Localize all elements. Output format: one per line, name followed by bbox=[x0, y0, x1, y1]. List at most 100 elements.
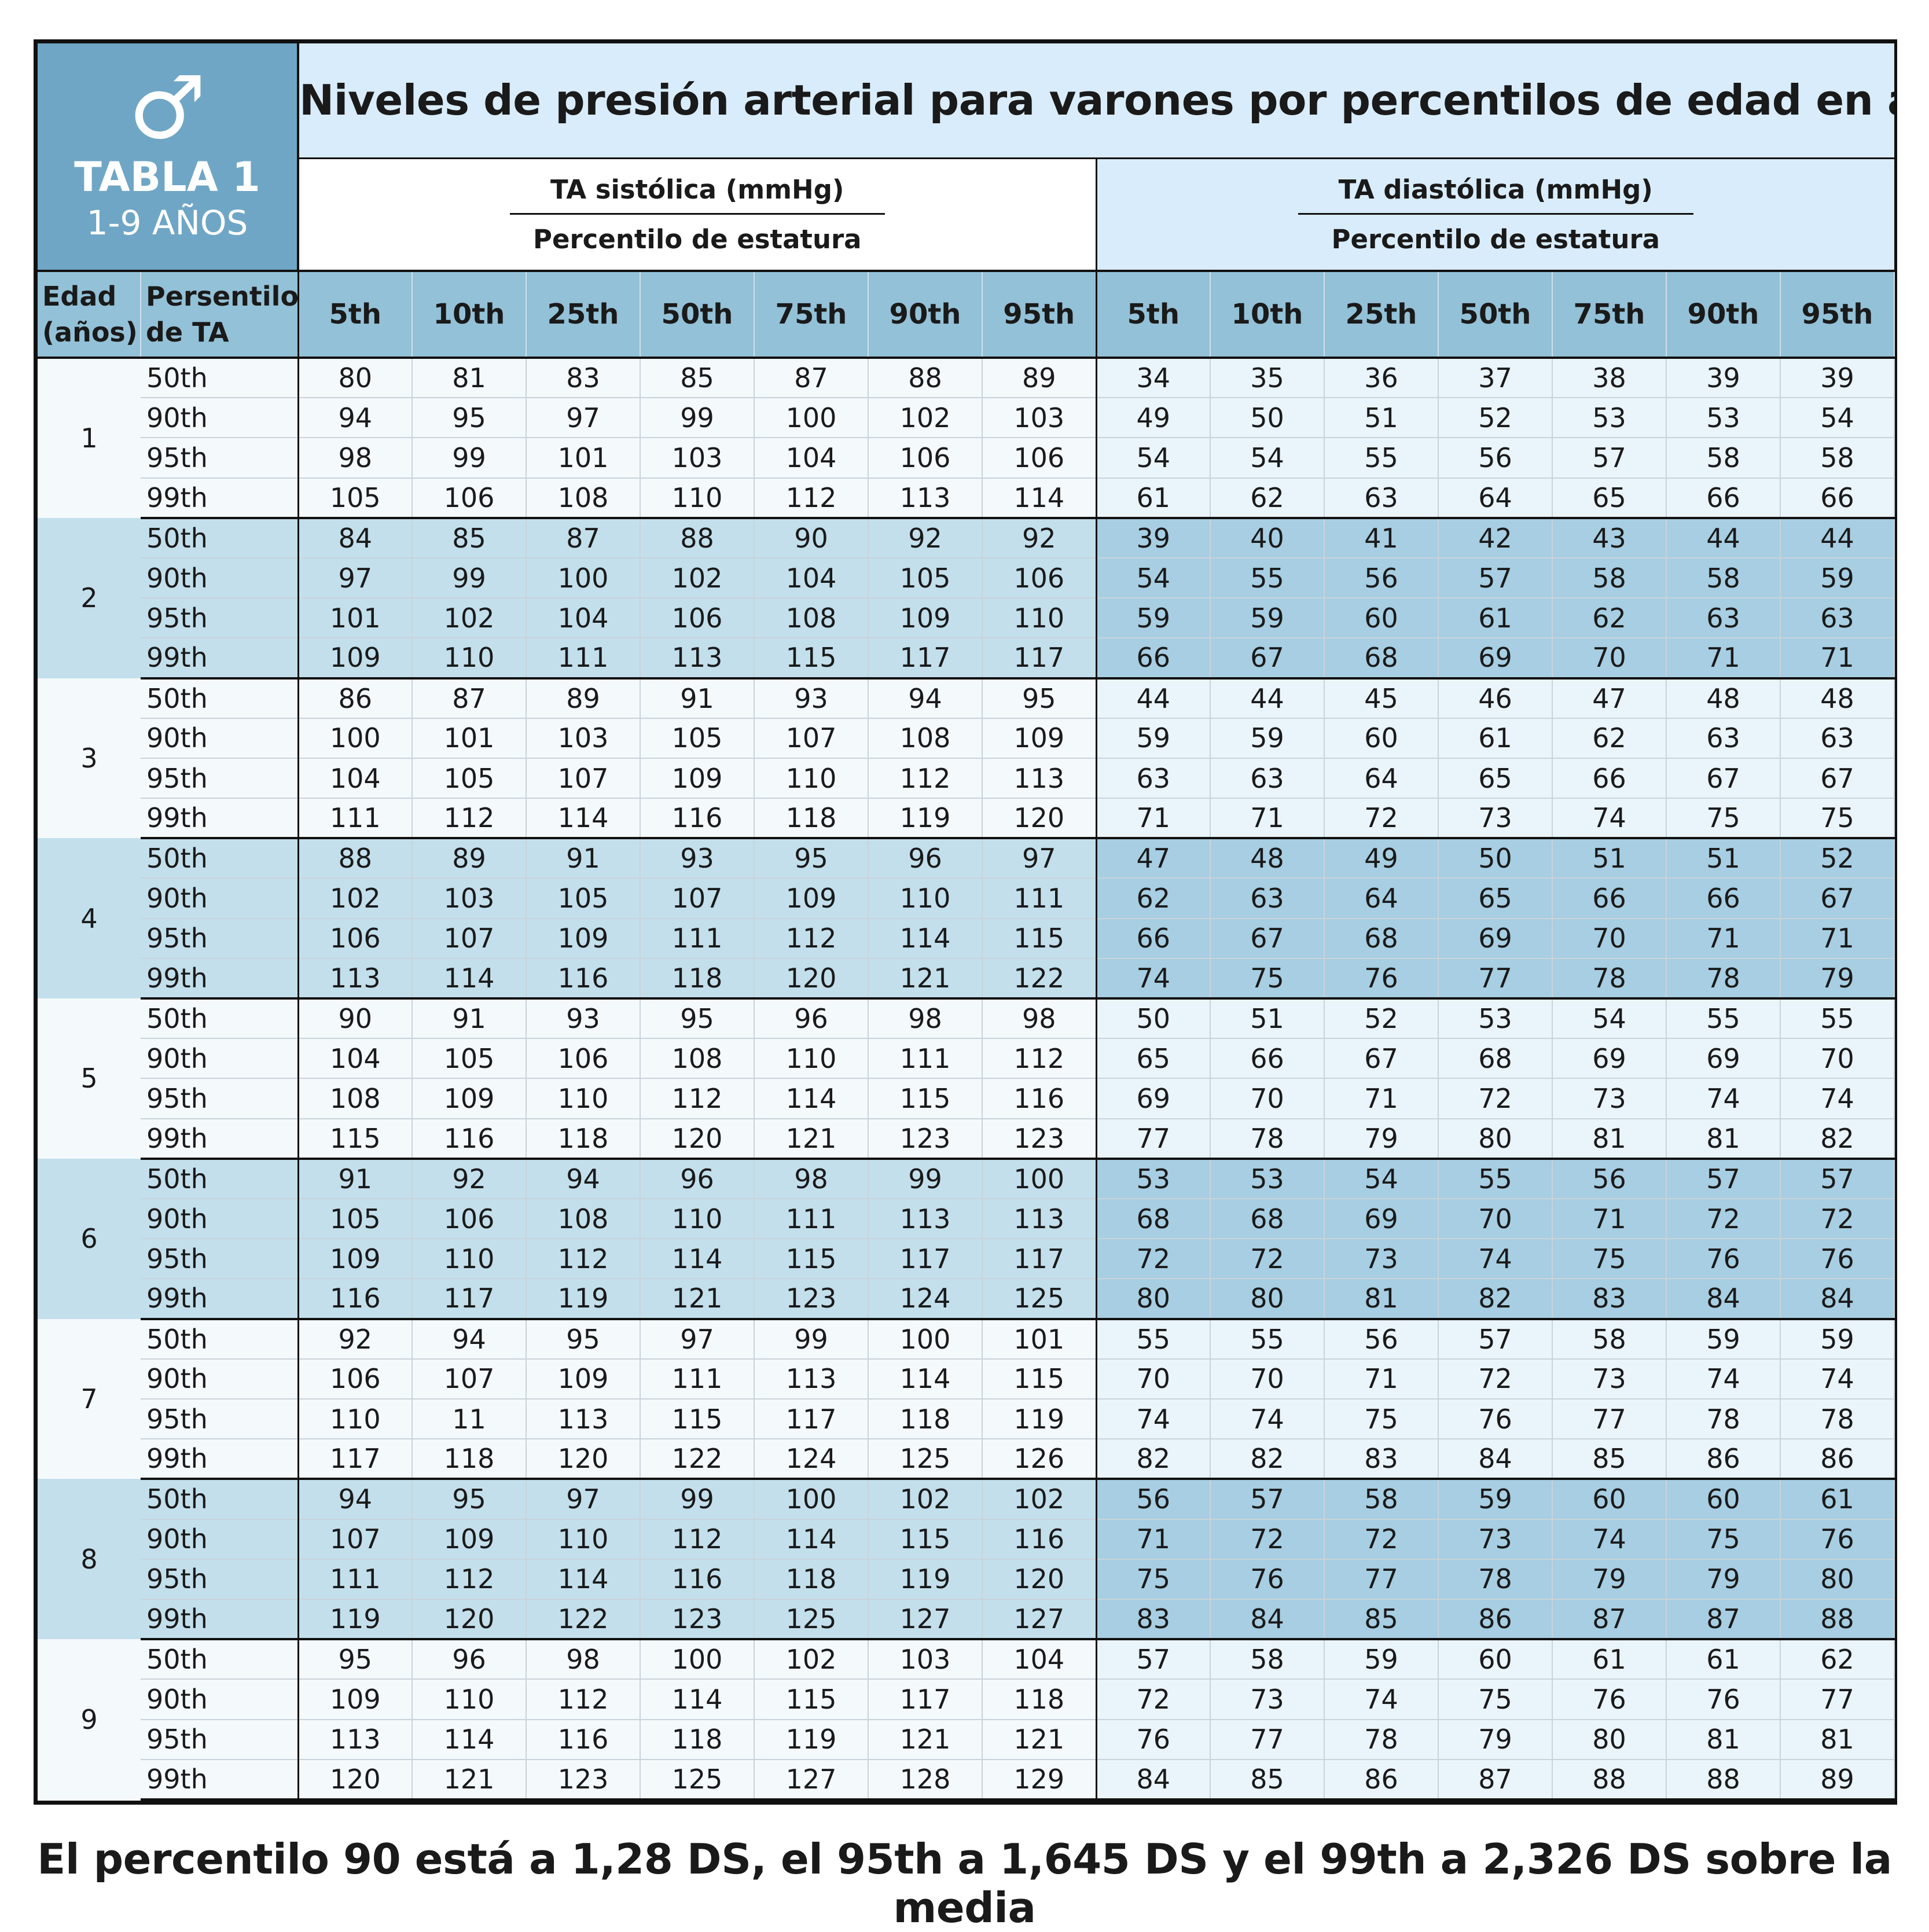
systolic-value: 121 bbox=[412, 1759, 527, 1801]
diastolic-value: 79 bbox=[1324, 1118, 1439, 1160]
diastolic-value: 72 bbox=[1210, 1239, 1325, 1280]
systolic-value: 119 bbox=[868, 1559, 983, 1600]
systolic-value: 115 bbox=[298, 1118, 413, 1160]
diastolic-value: 56 bbox=[1324, 557, 1439, 599]
table-row: 90th 94 95 97 99 100 102 103 49 50 51 52 53 53 54 bbox=[38, 398, 1895, 439]
systolic-value: 97 bbox=[640, 1318, 755, 1360]
bp-percentile-cell: 50th bbox=[141, 1318, 299, 1360]
systolic-value: 109 bbox=[754, 878, 869, 919]
systolic-value: 111 bbox=[526, 638, 641, 679]
age-group-9: 9 50th 95 96 98 100 102 103 104 57 58 59 60 61 61 62 90t… bbox=[38, 1639, 1895, 1801]
systolic-value: 116 bbox=[298, 1279, 413, 1320]
diastolic-value: 82 bbox=[1780, 1118, 1895, 1160]
diastolic-value: 75 bbox=[1552, 1239, 1667, 1280]
systolic-value: 89 bbox=[982, 358, 1097, 399]
diastolic-value: 85 bbox=[1324, 1599, 1439, 1641]
diastolic-value: 57 bbox=[1438, 557, 1553, 599]
diastolic-value: 39 bbox=[1780, 358, 1895, 399]
diastolic-value: 43 bbox=[1552, 517, 1667, 559]
age-group-1: 1 50th 80 81 83 85 87 88 89 34 35 36 37 38 39 39 90th 94 9… bbox=[38, 358, 1895, 519]
systolic-value: 123 bbox=[868, 1118, 983, 1160]
diastolic-value: 54 bbox=[1552, 998, 1667, 1040]
diastolic-value: 77 bbox=[1438, 958, 1553, 1000]
diastolic-value: 71 bbox=[1210, 798, 1325, 840]
age-cell: 5 bbox=[38, 998, 141, 1159]
diastolic-value: 44 bbox=[1780, 517, 1895, 559]
systolic-value: 95 bbox=[640, 998, 755, 1040]
diastolic-value: 76 bbox=[1666, 1679, 1781, 1720]
table-row: 95th 101 102 104 106 108 109 110 59 59 60 61 62 63 63 bbox=[38, 598, 1895, 639]
systolic-value: 109 bbox=[982, 718, 1097, 759]
systolic-value: 100 bbox=[754, 1479, 869, 1520]
systolic-value: 109 bbox=[298, 638, 413, 679]
bp-percentile-cell: 95th bbox=[141, 1719, 299, 1760]
systolic-value: 109 bbox=[526, 918, 641, 959]
systolic-value: 103 bbox=[868, 1639, 983, 1680]
diastolic-value: 61 bbox=[1438, 718, 1553, 759]
systolic-value: 117 bbox=[982, 638, 1097, 679]
diastolic-value: 59 bbox=[1780, 557, 1895, 599]
diastolic-value: 69 bbox=[1438, 638, 1553, 679]
systolic-value: 98 bbox=[982, 998, 1097, 1040]
bp-percentile-cell: 50th bbox=[141, 998, 299, 1040]
systolic-value: 119 bbox=[754, 1719, 869, 1760]
table-row: 4 50th 88 89 91 93 95 96 97 47 48 49 50 51 51 52 bbox=[38, 838, 1895, 999]
table-row: 2 50th 84 85 87 88 90 92 92 39 40 41 42 43 44 44 bbox=[38, 517, 1895, 678]
systolic-value: 113 bbox=[868, 1199, 983, 1240]
diastolic-value: 76 bbox=[1666, 1239, 1781, 1280]
diastolic-value: 40 bbox=[1210, 517, 1325, 559]
diastolic-value: 60 bbox=[1324, 718, 1439, 759]
diastolic-value: 69 bbox=[1438, 918, 1553, 959]
diastolic-value: 39 bbox=[1096, 517, 1211, 559]
table-row: 9 50th 95 96 98 100 102 103 104 57 58 59 60 61 61 62 bbox=[38, 1639, 1895, 1799]
diastolic-value: 72 bbox=[1096, 1239, 1211, 1280]
diastolic-value: 50 bbox=[1096, 998, 1211, 1040]
systolic-value: 120 bbox=[982, 1559, 1097, 1600]
diastolic-value: 86 bbox=[1666, 1439, 1781, 1481]
systolic-value: 99 bbox=[412, 438, 527, 479]
systolic-value: 114 bbox=[754, 1519, 869, 1560]
systolic-label: TA sistólica (mmHg) bbox=[510, 174, 885, 215]
systolic-value: 93 bbox=[640, 838, 755, 879]
diastolic-value: 57 bbox=[1096, 1639, 1211, 1680]
systolic-value: 108 bbox=[526, 1199, 641, 1240]
diastolic-value: 84 bbox=[1666, 1279, 1781, 1320]
age-group-3: 3 50th 86 87 89 91 93 94 95 44 44 45 46 47 48 48 90th 100… bbox=[38, 678, 1895, 840]
systolic-value: 94 bbox=[412, 1318, 527, 1360]
systolic-value: 100 bbox=[640, 1639, 755, 1680]
diastolic-height-percentile-header: 90th bbox=[1666, 271, 1781, 359]
systolic-value: 96 bbox=[640, 1158, 755, 1200]
diastolic-value: 62 bbox=[1552, 598, 1667, 639]
systolic-value: 109 bbox=[412, 1078, 527, 1119]
bp-percentile-cell: 50th bbox=[141, 358, 299, 399]
systolic-value: 89 bbox=[412, 838, 527, 879]
diastolic-value: 74 bbox=[1096, 1398, 1211, 1440]
systolic-value: 92 bbox=[298, 1318, 413, 1360]
diastolic-value: 80 bbox=[1096, 1279, 1211, 1320]
table-row: 6 50th 91 92 94 96 98 99 100 53 53 54 55 56 57 57 bbox=[38, 1158, 1895, 1319]
systolic-value: 111 bbox=[754, 1199, 869, 1240]
diastolic-value: 59 bbox=[1096, 718, 1211, 759]
age-range: 1-9 AÑOS bbox=[86, 203, 248, 243]
systolic-value: 118 bbox=[526, 1118, 641, 1160]
bp-percentile-cell: 95th bbox=[141, 1398, 299, 1440]
diastolic-value: 57 bbox=[1552, 438, 1667, 479]
table-row: 99th 116 117 119 121 123 124 125 80 80 81 82 83 84 84 bbox=[38, 1279, 1895, 1320]
diastolic-value: 61 bbox=[1438, 598, 1553, 639]
bp-percentile-cell: 50th bbox=[141, 678, 299, 719]
table-row: 99th 105 106 108 110 112 113 114 61 62 63 64 65 66 66 bbox=[38, 478, 1895, 519]
bp-percentile-cell: 99th bbox=[141, 1599, 299, 1641]
diastolic-value: 60 bbox=[1552, 1479, 1667, 1520]
systolic-value: 117 bbox=[982, 1239, 1097, 1280]
bp-percentile-cell: 99th bbox=[141, 478, 299, 519]
diastolic-value: 85 bbox=[1552, 1439, 1667, 1481]
diastolic-value: 81 bbox=[1666, 1118, 1781, 1160]
systolic-value: 103 bbox=[526, 718, 641, 759]
systolic-value: 92 bbox=[412, 1158, 527, 1200]
systolic-value: 125 bbox=[640, 1759, 755, 1801]
systolic-value: 115 bbox=[754, 1679, 869, 1720]
table-row: 95th 110 11 113 115 117 118 119 74 74 75 76 77 78 78 bbox=[38, 1398, 1895, 1440]
systolic-value: 122 bbox=[526, 1599, 641, 1641]
diastolic-value: 44 bbox=[1666, 517, 1781, 559]
systolic-value: 107 bbox=[412, 918, 527, 959]
